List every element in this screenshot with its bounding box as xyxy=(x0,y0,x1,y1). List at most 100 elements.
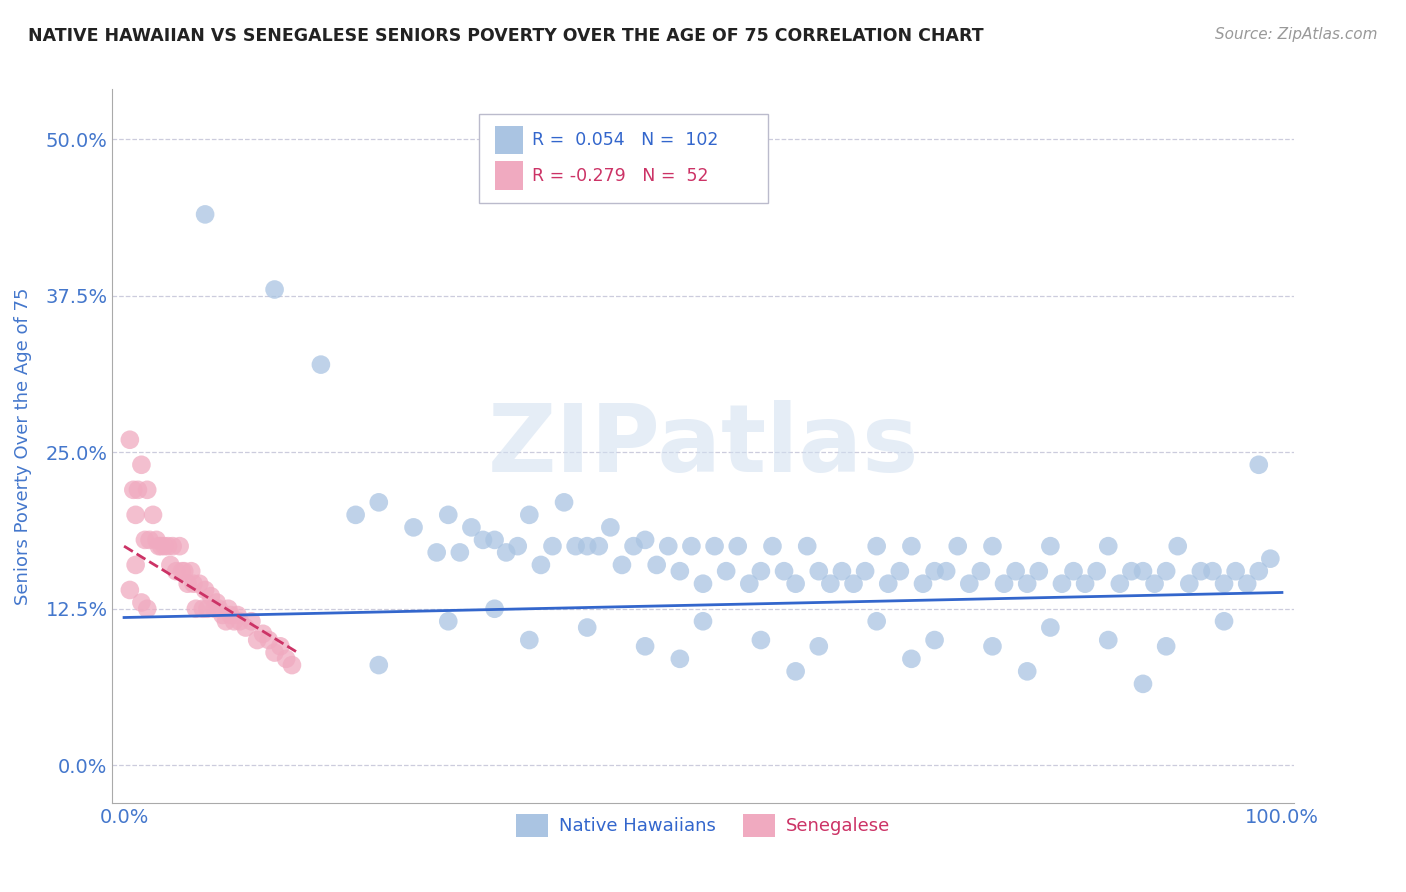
Point xyxy=(576,539,599,553)
Point xyxy=(197,601,219,615)
Text: R =  0.054   N =  102: R = 0.054 N = 102 xyxy=(531,131,718,149)
Point xyxy=(785,665,807,679)
Point xyxy=(131,595,153,609)
Legend: Native Hawaiians, Senegalese: Native Hawaiians, Senegalese xyxy=(509,807,897,844)
Point xyxy=(367,495,389,509)
Point xyxy=(1213,614,1236,628)
Point xyxy=(807,640,830,654)
Point xyxy=(692,614,714,628)
Point xyxy=(1225,564,1247,578)
Point xyxy=(645,558,668,572)
Point xyxy=(738,576,761,591)
Point xyxy=(1154,564,1177,578)
Point xyxy=(437,614,460,628)
Point xyxy=(205,595,228,609)
Point xyxy=(136,601,159,615)
Point xyxy=(402,520,425,534)
Point xyxy=(263,283,285,297)
Point xyxy=(184,601,207,615)
Point xyxy=(202,601,225,615)
Point xyxy=(180,564,202,578)
Point xyxy=(657,539,679,553)
Point xyxy=(749,564,772,578)
Point xyxy=(200,589,222,603)
Point xyxy=(118,433,141,447)
Point xyxy=(1154,640,1177,654)
Point xyxy=(217,601,239,615)
Point xyxy=(1247,458,1270,472)
Point xyxy=(153,539,176,553)
Point xyxy=(727,539,749,553)
Point xyxy=(517,633,540,648)
Point xyxy=(162,539,184,553)
Point xyxy=(634,640,657,654)
Point xyxy=(703,539,725,553)
Point xyxy=(924,633,946,648)
Point xyxy=(588,539,610,553)
Point xyxy=(1028,564,1050,578)
Point xyxy=(276,652,298,666)
Point xyxy=(924,564,946,578)
Point xyxy=(177,576,200,591)
Point xyxy=(692,576,714,591)
Point xyxy=(1063,564,1085,578)
Point xyxy=(1097,633,1119,648)
Point xyxy=(145,533,167,547)
Point xyxy=(669,564,692,578)
Y-axis label: Seniors Poverty Over the Age of 75: Seniors Poverty Over the Age of 75 xyxy=(14,287,31,605)
Point xyxy=(1050,576,1073,591)
Point xyxy=(426,545,449,559)
Point xyxy=(240,614,263,628)
Point xyxy=(530,558,553,572)
Point xyxy=(1247,564,1270,578)
Point xyxy=(807,564,830,578)
Point xyxy=(761,539,783,553)
Point xyxy=(1085,564,1108,578)
Point xyxy=(749,633,772,648)
Point xyxy=(1213,576,1236,591)
Point xyxy=(367,658,389,673)
Point xyxy=(506,539,529,553)
Point xyxy=(1201,564,1223,578)
Point xyxy=(599,520,621,534)
Text: ZIPatlas: ZIPatlas xyxy=(488,400,918,492)
Point xyxy=(127,483,149,497)
Point xyxy=(122,483,145,497)
Point xyxy=(449,545,471,559)
Point xyxy=(263,646,285,660)
Point xyxy=(124,558,146,572)
Point xyxy=(634,533,657,547)
Text: NATIVE HAWAIIAN VS SENEGALESE SENIORS POVERTY OVER THE AGE OF 75 CORRELATION CHA: NATIVE HAWAIIAN VS SENEGALESE SENIORS PO… xyxy=(28,27,984,45)
Point xyxy=(142,508,165,522)
Point xyxy=(1236,576,1258,591)
Point xyxy=(472,533,495,547)
Point xyxy=(541,539,564,553)
Point xyxy=(993,576,1015,591)
Point xyxy=(252,627,274,641)
Point xyxy=(118,582,141,597)
Point xyxy=(669,652,692,666)
Point xyxy=(877,576,900,591)
Point xyxy=(900,652,922,666)
Point xyxy=(714,564,737,578)
Point xyxy=(981,640,1004,654)
Point xyxy=(229,614,252,628)
Point xyxy=(773,564,796,578)
Point xyxy=(484,601,506,615)
Point xyxy=(148,539,170,553)
Point xyxy=(1004,564,1026,578)
Point xyxy=(1167,539,1189,553)
Point xyxy=(935,564,957,578)
Point xyxy=(136,483,159,497)
Point xyxy=(235,621,257,635)
Point xyxy=(157,539,180,553)
Point xyxy=(1039,539,1062,553)
Point xyxy=(1143,576,1166,591)
Point xyxy=(460,520,482,534)
Point xyxy=(159,558,181,572)
Point xyxy=(169,539,191,553)
FancyBboxPatch shape xyxy=(495,161,523,190)
Point xyxy=(222,614,245,628)
Point xyxy=(309,358,332,372)
Point xyxy=(150,539,173,553)
